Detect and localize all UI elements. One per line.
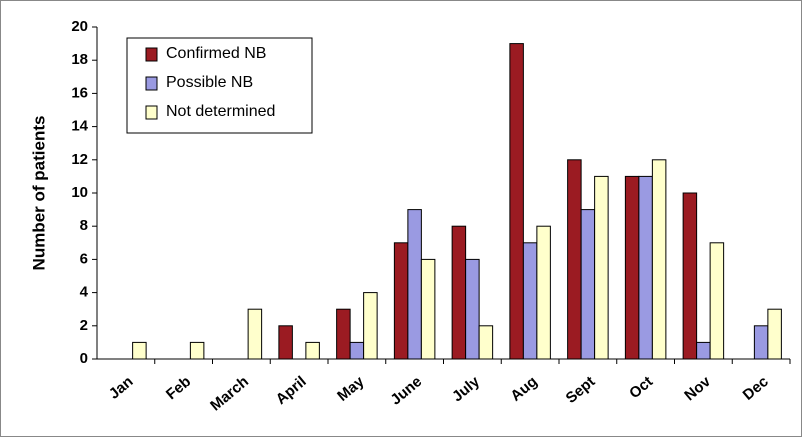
bar — [407, 209, 422, 360]
y-axis-label: Number of patients — [29, 116, 48, 271]
bar — [753, 325, 769, 360]
bar — [696, 341, 711, 360]
bar — [336, 308, 351, 360]
bar — [594, 175, 609, 360]
bar — [465, 258, 480, 360]
bar — [363, 292, 378, 360]
legend-swatch — [145, 76, 158, 91]
y-tick-label: 18 — [71, 51, 88, 68]
bar — [651, 159, 667, 360]
bar — [132, 341, 147, 360]
bar — [567, 159, 582, 360]
bar — [522, 242, 538, 360]
bar — [189, 341, 205, 360]
bar — [247, 308, 263, 360]
y-tick-label: 16 — [71, 84, 88, 101]
legend-swatch — [145, 105, 158, 120]
legend-label: Possible NB — [166, 74, 253, 91]
y-tick-label: 6 — [80, 250, 88, 267]
y-tick-label: 8 — [80, 217, 88, 234]
bar — [393, 242, 409, 360]
y-tick-label: 0 — [80, 350, 88, 367]
y-tick-label: 10 — [71, 184, 88, 201]
y-tick-label: 20 — [71, 18, 88, 35]
bar — [305, 341, 320, 360]
bar — [638, 175, 653, 360]
legend-label: Not determined — [166, 103, 275, 120]
bar — [278, 325, 293, 360]
y-tick-label: 12 — [71, 151, 88, 168]
bar — [709, 242, 725, 360]
bar — [536, 225, 551, 360]
bar — [349, 341, 365, 360]
y-tick-label: 2 — [80, 317, 88, 334]
bar — [478, 325, 494, 360]
y-tick-label: 14 — [71, 118, 88, 135]
bar — [682, 192, 698, 360]
bar — [451, 225, 467, 360]
bar — [580, 209, 596, 360]
legend-box — [126, 37, 313, 134]
bar — [767, 308, 782, 360]
legend-swatch — [145, 47, 158, 62]
bar — [420, 258, 436, 360]
y-tick-label: 4 — [80, 284, 89, 301]
legend-label: Confirmed NB — [166, 45, 266, 62]
bar — [509, 43, 524, 360]
bar — [624, 175, 640, 360]
